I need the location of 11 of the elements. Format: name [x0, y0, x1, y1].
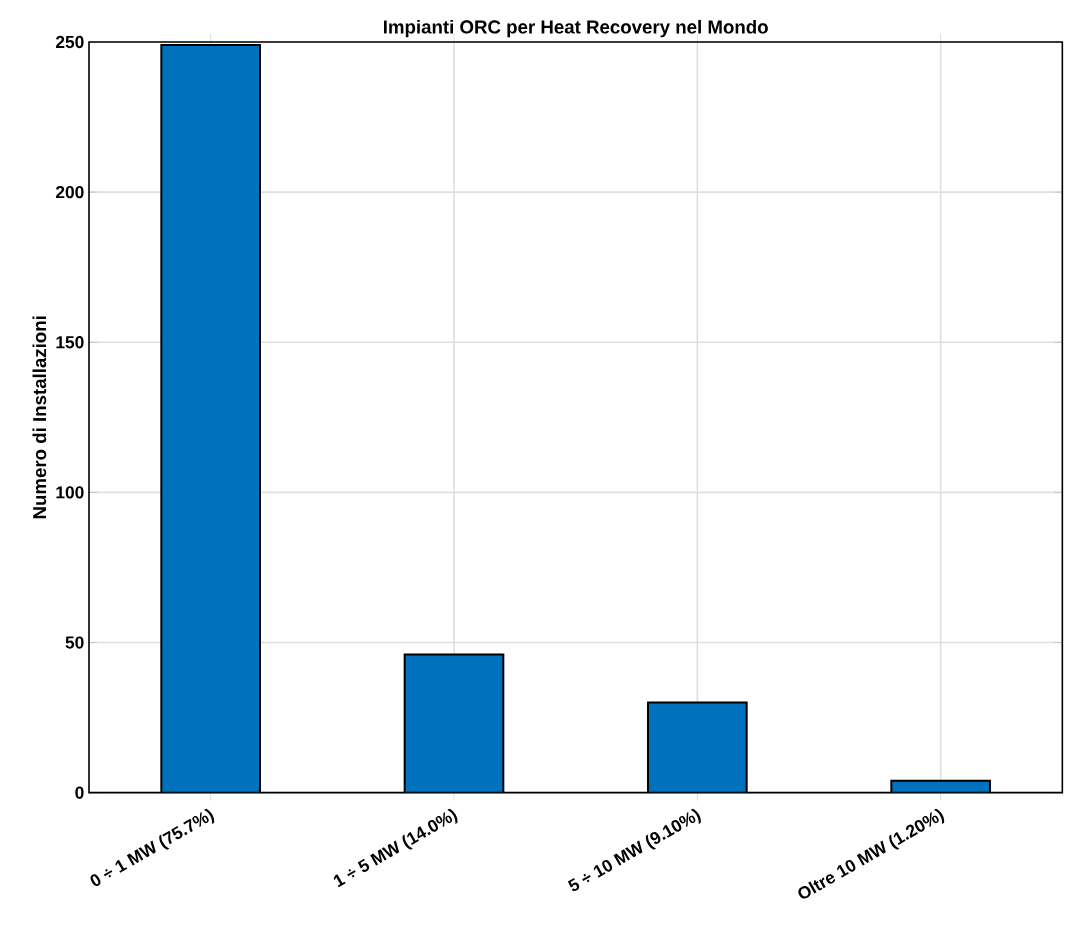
y-tick-label: 100: [56, 486, 84, 499]
y-tick-label: 200: [55, 185, 84, 199]
bar: [647, 701, 748, 793]
y-tick-label: 0: [75, 786, 84, 799]
y-tick-label: 250: [55, 35, 84, 49]
bar: [403, 653, 505, 793]
y-tick-label: 50: [65, 636, 84, 649]
chart-title: Impianti ORC per Heat Recovery nel Mondo: [384, 19, 768, 38]
y-tick-label: 150: [56, 336, 84, 349]
y-axis-title: Numero di Installazioni: [32, 316, 47, 519]
bar: [160, 44, 261, 793]
